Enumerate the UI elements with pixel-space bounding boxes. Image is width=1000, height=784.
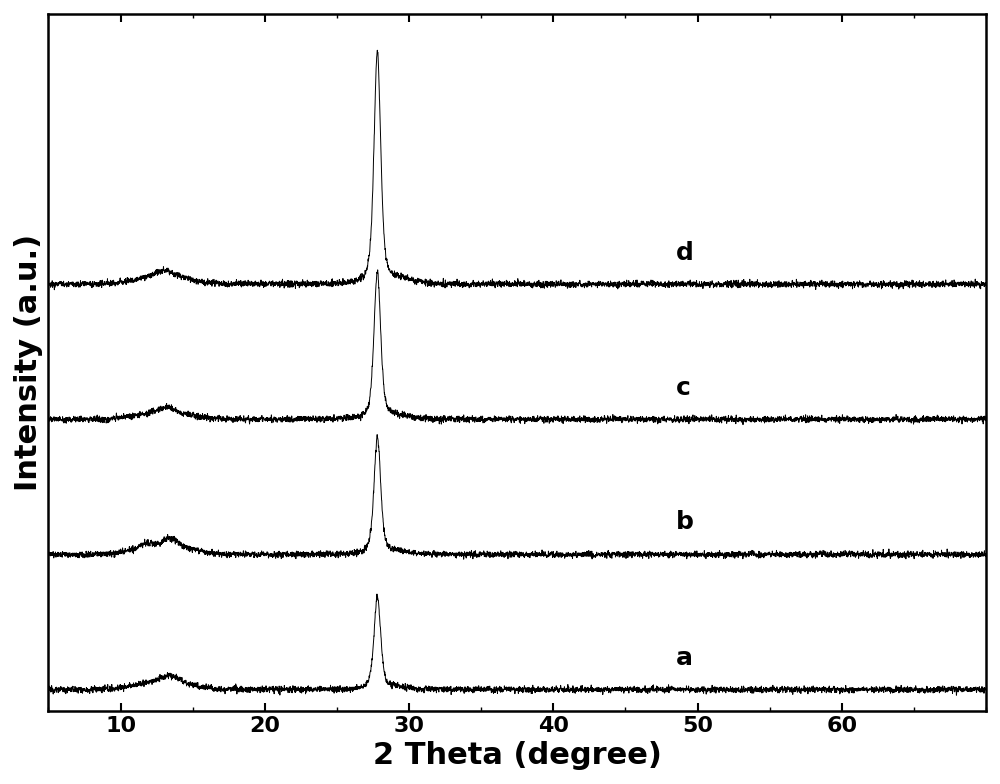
Text: d: d <box>676 241 694 265</box>
Y-axis label: Intensity (a.u.): Intensity (a.u.) <box>14 234 43 491</box>
Text: a: a <box>676 646 693 670</box>
X-axis label: 2 Theta (degree): 2 Theta (degree) <box>373 741 662 770</box>
Text: b: b <box>676 510 694 535</box>
Text: c: c <box>676 376 691 400</box>
